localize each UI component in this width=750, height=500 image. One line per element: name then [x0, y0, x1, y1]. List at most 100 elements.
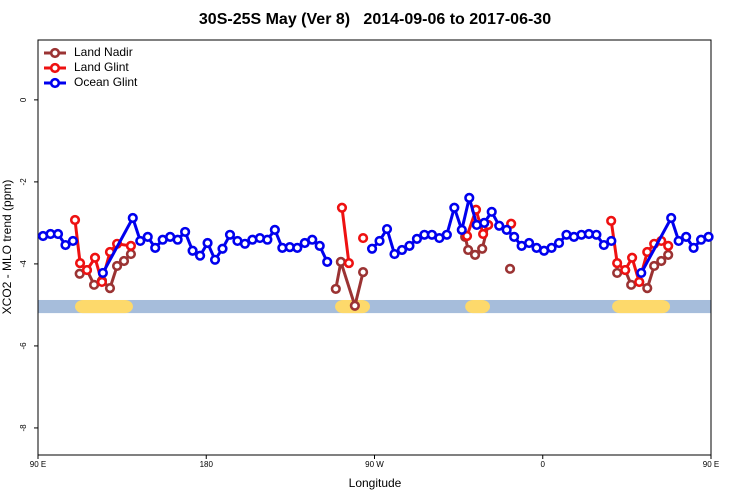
- point: [52, 228, 64, 240]
- point: [642, 282, 653, 294]
- point: [612, 267, 623, 279]
- point: [504, 263, 516, 274]
- point: [180, 226, 191, 238]
- point: [60, 239, 71, 251]
- y-tick-label: -6: [19, 342, 28, 350]
- point: [663, 249, 674, 260]
- point: [494, 220, 505, 231]
- point: [478, 228, 489, 240]
- legend-label: Land Nadir: [74, 45, 133, 59]
- point: [479, 217, 490, 228]
- point: [463, 244, 474, 256]
- point: [441, 229, 452, 240]
- point: [389, 248, 400, 260]
- point: [501, 224, 512, 235]
- land-band: [612, 299, 671, 314]
- point: [111, 260, 123, 272]
- point: [357, 232, 369, 244]
- point: [381, 223, 393, 235]
- point: [606, 235, 617, 247]
- point: [336, 202, 348, 213]
- point: [396, 244, 408, 256]
- point: [469, 249, 481, 260]
- point: [104, 282, 116, 294]
- point: [127, 212, 138, 224]
- point: [343, 257, 354, 269]
- point: [663, 240, 674, 251]
- point: [620, 264, 631, 276]
- point: [135, 235, 146, 247]
- point: [626, 279, 637, 290]
- point: [461, 230, 473, 242]
- point: [97, 267, 108, 279]
- point: [509, 231, 520, 242]
- point: [330, 283, 341, 295]
- point: [546, 242, 557, 254]
- point: [322, 256, 333, 267]
- point: [649, 260, 660, 272]
- legend-label: Land Glint: [74, 60, 129, 74]
- point: [125, 248, 137, 260]
- point: [357, 267, 369, 278]
- point: [224, 229, 236, 240]
- point: [366, 243, 378, 254]
- point: [262, 234, 273, 245]
- point: [591, 229, 602, 240]
- point: [81, 264, 93, 276]
- point: [194, 250, 206, 261]
- point: [150, 242, 161, 254]
- legend-marker: [49, 77, 61, 89]
- y-tick-label: -4: [19, 260, 28, 268]
- point: [411, 233, 423, 244]
- series-line: [73, 204, 670, 288]
- point: [349, 300, 360, 311]
- point: [456, 224, 467, 235]
- point: [142, 231, 153, 242]
- point: [118, 255, 130, 267]
- series-line: [42, 197, 710, 274]
- point: [553, 237, 565, 249]
- point: [335, 256, 346, 267]
- point: [307, 234, 318, 245]
- point: [292, 242, 303, 254]
- point: [449, 202, 460, 213]
- point: [673, 235, 684, 247]
- x-axis-label: Longitude: [349, 476, 402, 490]
- point: [96, 276, 108, 288]
- point: [89, 252, 101, 263]
- y-tick-label: 0: [19, 97, 28, 102]
- point: [67, 235, 79, 247]
- point: [666, 212, 677, 224]
- point: [314, 240, 325, 251]
- point: [239, 238, 251, 249]
- point: [88, 279, 100, 290]
- point: [69, 214, 81, 226]
- legend-marker: [49, 62, 61, 74]
- x-tick-label: 0: [541, 460, 546, 469]
- point: [209, 254, 221, 265]
- point: [688, 242, 699, 254]
- point: [636, 267, 647, 279]
- point: [486, 206, 497, 217]
- land-band: [75, 299, 133, 314]
- point: [269, 224, 280, 235]
- y-tick-label: -2: [19, 178, 28, 186]
- point: [681, 231, 692, 242]
- point: [404, 240, 415, 251]
- point: [606, 215, 617, 226]
- land-band: [465, 299, 491, 314]
- point: [374, 235, 385, 247]
- point: [217, 243, 228, 254]
- y-tick-label: -8: [19, 424, 28, 432]
- x-tick-label: 180: [200, 460, 214, 469]
- legend-marker: [49, 47, 61, 59]
- point: [74, 257, 86, 269]
- point: [172, 234, 183, 245]
- point: [477, 243, 488, 254]
- point: [656, 255, 667, 267]
- y-axis-label: XCO2 - MLO trend (ppm): [0, 180, 14, 315]
- point: [202, 237, 213, 249]
- x-tick-label: 90 W: [365, 460, 384, 469]
- ocean-band: [38, 299, 711, 314]
